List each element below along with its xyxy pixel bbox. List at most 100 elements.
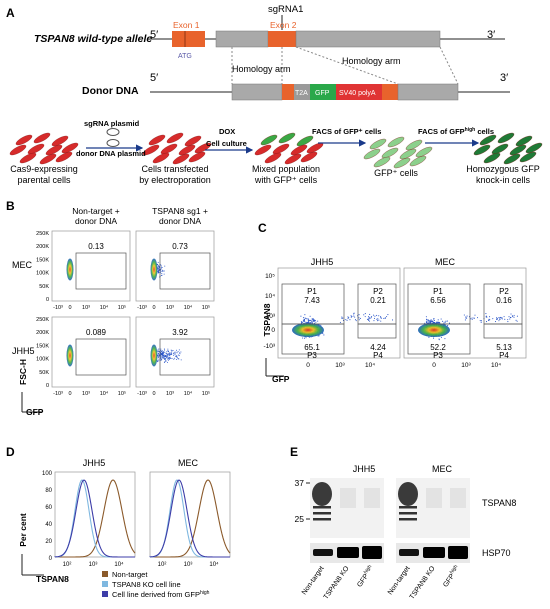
c-event: [438, 339, 440, 341]
b-event: [160, 356, 162, 358]
e-title-mec: MEC: [432, 464, 453, 474]
b-x-tick: 10⁵: [118, 390, 126, 397]
c-event: [428, 321, 430, 323]
e-band-faint: [426, 488, 442, 508]
c-event: [485, 321, 488, 323]
b-event: [169, 354, 171, 356]
c-event: [317, 335, 319, 337]
c-event: [384, 317, 386, 319]
e-mw-37: 37: [295, 478, 305, 488]
b-event: [164, 361, 166, 363]
c-event: [510, 313, 512, 315]
b-event: [177, 351, 179, 353]
b-event: [176, 352, 178, 354]
d-legend-swatch: [102, 581, 108, 587]
c-p4-label: P4: [499, 351, 509, 360]
cell: [415, 146, 433, 158]
b-event: [165, 360, 167, 362]
e-band: [313, 518, 331, 521]
b-event: [171, 357, 173, 359]
c-event: [305, 321, 307, 323]
cell: [166, 132, 184, 144]
b-row-mec: MEC: [12, 260, 33, 270]
c-event: [311, 321, 313, 323]
cell: [369, 138, 387, 150]
c-event: [364, 313, 366, 315]
c-event: [431, 320, 433, 322]
cell: [45, 144, 63, 156]
facs1-label: FACS of GFP⁺ cells: [312, 127, 381, 136]
c-event: [440, 336, 442, 338]
c-event: [347, 316, 349, 318]
panel-b-plots: 250K 200K 150K 100K 50K 0 -10³ 0 10³ 10⁴ 10⁵ 0.13 -1…: [36, 230, 215, 397]
b-row-jhh5: JHH5: [12, 346, 35, 356]
c-event: [480, 320, 482, 322]
b-gate: [75, 252, 127, 290]
t2a-label: T2A: [295, 90, 308, 97]
c-event: [516, 315, 518, 317]
e-hsp70-band: [423, 547, 445, 558]
cell-cluster-transfected: [142, 132, 212, 165]
c-event: [369, 313, 371, 316]
cell: [306, 142, 324, 154]
allele-three-prime: 3′: [487, 29, 495, 41]
b-event: [176, 356, 178, 358]
c-event: [300, 315, 302, 317]
cell: [381, 147, 399, 159]
c-event: [354, 316, 356, 318]
b-gate-value: 3.92: [172, 328, 188, 337]
c-event: [307, 322, 309, 324]
c-event: [445, 320, 447, 322]
b-x-tick: 10³: [166, 305, 174, 311]
b-event: [173, 354, 175, 356]
c-event: [310, 322, 312, 324]
d-hist-mec-series0: [150, 479, 231, 558]
sgrna-label: sgRNA1: [268, 4, 303, 15]
b-event: [157, 264, 159, 266]
c-event: [444, 321, 446, 323]
b-event: [160, 267, 162, 269]
d-y-tick: 60: [45, 505, 52, 511]
b-event: [158, 360, 160, 362]
b-event: [160, 270, 162, 272]
c-event: [515, 319, 517, 321]
d-x-tick: 10⁴: [114, 561, 124, 568]
c-event: [312, 318, 314, 321]
c-event: [463, 314, 465, 316]
b-x-tick: 10⁴: [184, 304, 193, 311]
b-y-tick: 150K: [36, 343, 49, 349]
b-event: [160, 275, 162, 277]
d-y-tick: 40: [45, 522, 52, 528]
c-event: [504, 318, 506, 320]
c-event: [341, 316, 343, 318]
cell: [509, 144, 527, 156]
b-x-tick: 10⁵: [202, 304, 210, 311]
c-event: [498, 317, 500, 319]
cell: [479, 134, 497, 146]
panel-label-b: B: [6, 199, 15, 213]
d-legend-swatch: [102, 591, 108, 597]
donor-three-prime: 3′: [500, 72, 508, 84]
e-band-tspan8: TSPAN8: [482, 498, 516, 508]
c-event: [433, 337, 435, 339]
b-event: [175, 353, 177, 355]
c-event: [368, 317, 370, 319]
cell: [51, 135, 69, 147]
c-event: [474, 314, 476, 316]
c-event: [464, 319, 466, 321]
e-lane-label: GFPhigh: [355, 564, 376, 589]
stage1-line2: parental cells: [17, 175, 71, 185]
c-event: [345, 319, 347, 321]
e-band: [313, 512, 331, 515]
b-event: [178, 355, 180, 357]
b-event: [163, 354, 165, 356]
b-event: [160, 264, 162, 266]
b-event: [163, 353, 165, 355]
c-event: [350, 316, 352, 318]
c-event: [302, 317, 305, 319]
b-event: [178, 349, 180, 351]
c-event: [476, 317, 479, 319]
b-event: [163, 270, 165, 272]
c-event: [513, 314, 515, 316]
b-event: [165, 355, 167, 357]
